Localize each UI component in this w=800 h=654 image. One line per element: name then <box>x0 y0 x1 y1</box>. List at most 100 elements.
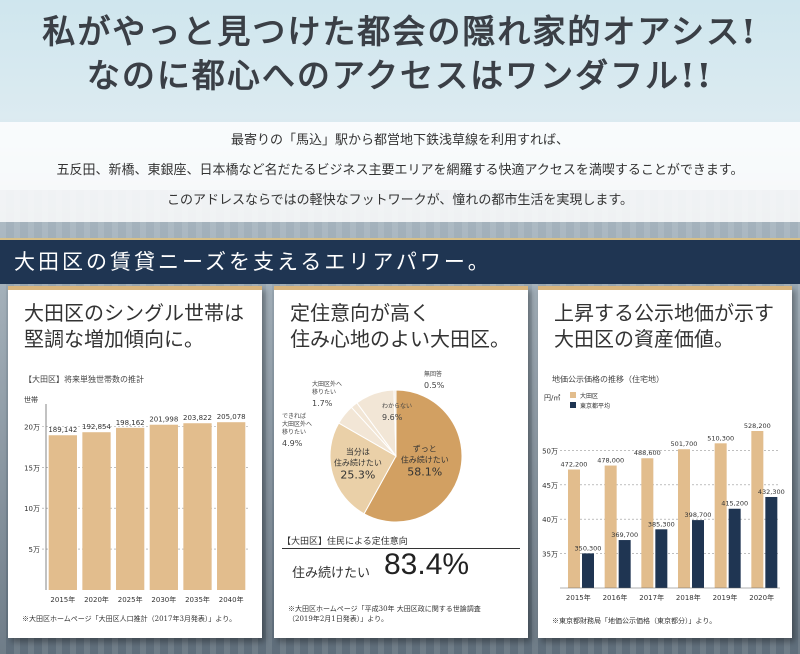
bar-value-label: 398,700 <box>685 511 712 519</box>
bar-value-label: 350,300 <box>575 544 602 552</box>
panel2-subheader: 【大田区】住民による定住意向 <box>282 534 520 549</box>
bar-value-label: 385,300 <box>648 520 675 528</box>
slice-label: 大田区外へ <box>282 420 312 428</box>
bar <box>678 449 690 588</box>
bar-value-label: 432,300 <box>758 488 785 496</box>
x-tick-label: 2019年 <box>713 593 738 602</box>
bar <box>714 443 727 588</box>
panel1-subtitle: 【大田区】将来単独世帯数の推計 <box>24 375 144 384</box>
slice-value-label: 1.7% <box>312 399 333 408</box>
x-tick-label: 2015年 <box>50 595 75 604</box>
bar-value-label: 201,998 <box>149 416 178 424</box>
bar-value-label: 192,854 <box>82 423 111 431</box>
x-tick-label: 2020年 <box>749 593 774 602</box>
slice-label: 住み続けたい <box>401 454 449 464</box>
panel3-footnote: ※東京都財務局「地価公示価格（東京都分）」より。 <box>552 617 717 625</box>
bar-value-label: 510,300 <box>707 434 734 442</box>
slice-value-label: 25.3% <box>340 469 375 482</box>
bar-value-label: 478,000 <box>597 457 624 465</box>
legend-swatch <box>570 392 576 398</box>
x-tick-label: 2030年 <box>151 595 176 604</box>
stay-label: 住み続けたい <box>292 566 371 581</box>
bar-value-label: 203,822 <box>183 414 212 422</box>
panel-residence-intent: 定住意向が高く 住み心地のよい大田区。 ずっと 住み続けたい 58.1% 当分は 住み続… <box>274 286 528 638</box>
intro-line-1: 最寄りの「馬込」駅から都営地下鉄浅草線を利用すれば、 <box>230 133 569 148</box>
panel1-title: 大田区のシングル世帯は 堅調な増加傾向に。 <box>24 301 244 351</box>
x-tick-label: 2017年 <box>639 593 664 602</box>
panel1-footnote: ※大田区ホームページ「大田区人口推計（2017年3月発表）」より。 <box>22 615 237 623</box>
bar-value-label: 198,162 <box>116 419 145 427</box>
y-tick-label: 35万 <box>542 551 558 559</box>
y-tick-label: 15万 <box>24 464 40 472</box>
bar-value-label: 189,142 <box>48 426 77 434</box>
pie-slice <box>329 422 397 515</box>
bar-value-label: 369,700 <box>611 531 638 539</box>
x-tick-label: 2025年 <box>118 595 143 604</box>
bar-value-label: 528,200 <box>744 422 771 430</box>
stay-value: 83.4% <box>384 548 470 581</box>
x-tick-label: 2035年 <box>185 595 210 604</box>
y-tick-label: 40万 <box>542 516 558 524</box>
x-tick-label: 2018年 <box>676 593 701 602</box>
bar <box>728 508 741 588</box>
panel3-subtitle: 地価公示価格の推移（住宅地） <box>552 375 664 384</box>
residence-pie-chart: ずっと住み続けたい58.1%当分は住み続けたい25.3%できれば大田区外へ移りた… <box>282 370 463 523</box>
bar <box>751 430 764 588</box>
bar <box>183 423 212 590</box>
x-tick-label: 2020年 <box>84 595 109 604</box>
bar <box>618 540 631 588</box>
legend-label: 大田区 <box>580 392 598 400</box>
bar-value-label: 415,200 <box>721 500 748 508</box>
y-tick-label: 50万 <box>542 447 558 455</box>
bar <box>692 520 704 588</box>
section-band: 大田区の賃貸ニーズを支えるエリアパワー。 <box>0 238 800 284</box>
slice-label: できれば <box>282 412 306 420</box>
intro-box: 最寄りの「馬込」駅から都営地下鉄浅草線を利用すれば、 五反田、新橋、東銀座、日本… <box>0 122 800 222</box>
x-tick-label: 2015年 <box>566 593 591 602</box>
bar-value-label: 472,200 <box>561 461 588 469</box>
slice-value-label: 58.1% <box>407 465 442 478</box>
panel-land-price: 上昇する公示地価が示す 大田区の資産価値。 地価公示価格の推移（住宅地） 円/㎡… <box>538 286 792 638</box>
slice-label: 住み続けたい <box>334 458 382 468</box>
slice-value-label: 4.9% <box>282 439 303 448</box>
panel2-title: 定住意向が高く 住み心地のよい大田区。 <box>290 301 510 351</box>
y-axis-unit: 円/㎡ <box>544 394 560 402</box>
legend-label: 東京都平均 <box>580 402 610 410</box>
bar <box>217 422 246 590</box>
bar <box>765 496 778 588</box>
bar <box>604 465 617 588</box>
slice-label: 大田区外へ <box>312 380 342 388</box>
y-axis-unit: 世帯 <box>24 395 38 404</box>
y-tick-label: 45万 <box>542 482 558 490</box>
legend-swatch <box>570 402 576 408</box>
bar-value-label: 488,600 <box>634 449 661 457</box>
intro-line-2: 五反田、新橋、東銀座、日本橋など名だたるビジネス主要エリアを網羅する快適アクセス… <box>56 163 744 178</box>
bar <box>582 553 594 588</box>
bar <box>568 469 580 588</box>
slice-value-label: 0.5% <box>424 381 445 390</box>
slice-label: 当分は <box>346 447 370 457</box>
slice-label: 移りたい <box>282 428 306 436</box>
panel-single-households: 大田区のシングル世帯は 堅調な増加傾向に。 【大田区】将来単独世帯数の推計 世帯… <box>8 286 262 638</box>
bar <box>82 432 111 590</box>
headline-line-1: 私がやっと見つけた都会の隠れ家的オアシス! <box>42 12 758 51</box>
bar-value-label: 501,700 <box>671 440 698 448</box>
x-tick-label: 2040年 <box>219 595 244 604</box>
x-tick-label: 2016年 <box>603 593 628 602</box>
intro-line-3: このアドレスならではの軽快なフットワークが、憧れの都市生活を実現します。 <box>166 193 634 208</box>
bar <box>149 424 178 590</box>
slice-label: わからない <box>382 403 412 410</box>
bar <box>655 529 668 588</box>
headline: 私がやっと見つけた都会の隠れ家的オアシス! なのに都心へのアクセスはワンダフル!… <box>0 10 800 98</box>
y-tick-label: 20万 <box>24 423 40 431</box>
slice-label: ずっと <box>413 443 437 453</box>
pie-slice <box>393 389 397 457</box>
headline-line-2: なのに都心へのアクセスはワンダフル!! <box>86 56 714 95</box>
bar-value-label: 205,078 <box>217 413 246 421</box>
household-bar-chart: 世帯 5万 10万 15万 20万 189,142 2015年 192,854 2020年 198… <box>24 395 248 604</box>
y-tick-label: 5万 <box>29 546 40 554</box>
bar <box>641 458 654 588</box>
bar <box>48 435 77 590</box>
slice-label: 移りたい <box>312 388 336 396</box>
